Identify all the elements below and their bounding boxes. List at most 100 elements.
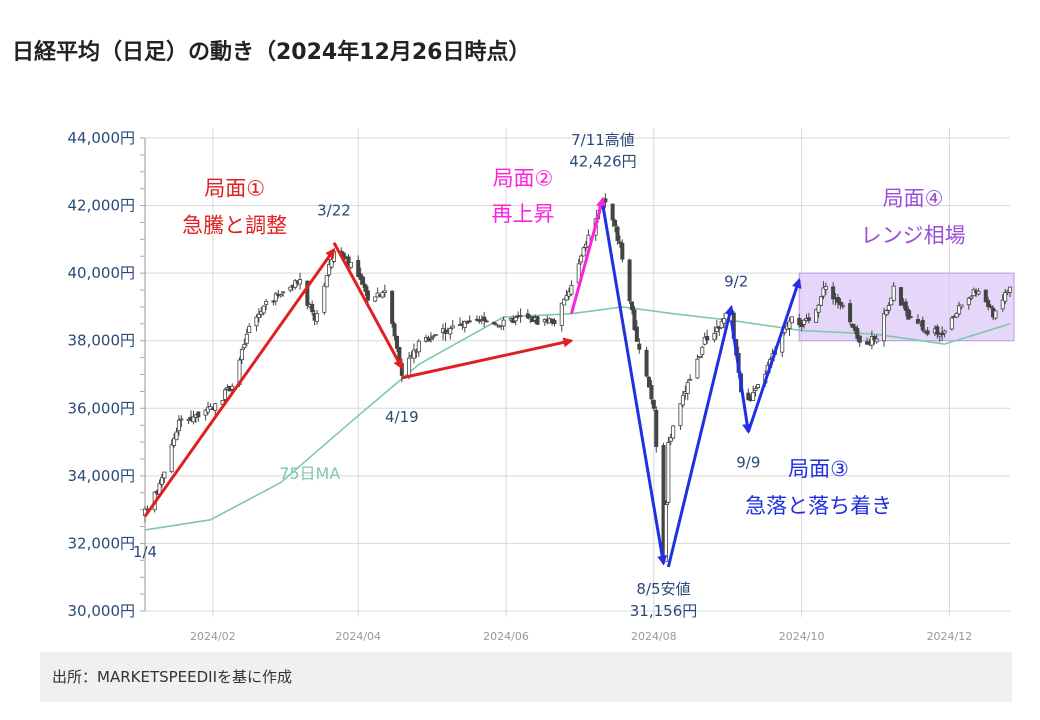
candle-body [797,317,802,326]
candle-body [562,299,567,306]
grid-layer: 44,000円 42,000円 40,000円 38,000円 36,000円 34,00… [68,128,1010,643]
candle-body [855,328,860,339]
candle-body [634,326,639,342]
candle-body [281,291,286,294]
candle-body [482,316,487,321]
ma-line [144,306,1011,531]
candle-body [327,264,332,276]
candle-body [261,305,266,314]
candle-body [411,349,416,359]
arrow-layer [143,196,802,568]
candle-body [848,303,853,323]
x-tick-label: 2024/04 [335,630,381,643]
candle-body [695,358,700,379]
candle-body [324,275,329,288]
candle-body [821,287,826,297]
candle-body [559,302,564,326]
candle-body [169,444,174,473]
candle-body [751,391,756,401]
candle-body [680,395,685,406]
x-tick-label: 2024/10 [779,630,825,643]
candle-body [649,385,654,400]
candle-body [700,346,705,355]
annotation-label: 75日MA [279,464,340,483]
candle-body [705,335,710,341]
candle-body [518,315,523,317]
candle-body [392,323,397,337]
candle-body [535,316,540,325]
candle-body [363,284,368,292]
candle-body [993,310,998,319]
annotation-label: 再上昇 [491,202,554,226]
candle-body [753,388,758,391]
candle-body [501,319,506,327]
x-tick-label: 2024/08 [631,630,677,643]
candle-body [315,312,320,322]
candle-body [288,286,293,291]
candle-body [986,300,991,308]
y-tick-label: 30,000円 [68,602,136,620]
candle-body [983,289,988,303]
candle-body [898,287,903,306]
candle-body [1003,292,1008,302]
y-tick-label: 34,000円 [68,467,136,485]
trend-arrow [569,196,606,315]
candle-body [484,320,489,323]
annotation-label: 急落と落ち着き [745,494,892,518]
candle-body [787,320,792,329]
candle-body [630,301,635,311]
candle-body [954,312,959,318]
candle-body [719,321,724,329]
candle-body [467,320,472,323]
ma-layer [144,306,1011,531]
candle-body [886,305,891,311]
candle-body [579,255,584,263]
candle-body [959,304,964,308]
y-tick-label: 32,000円 [68,534,136,552]
candle-body [448,328,453,335]
annotation-label: 7/11高値 [571,131,635,149]
candle-body [244,333,249,344]
candle-body [322,285,327,313]
candle-body [356,260,361,277]
candle-body [806,317,811,321]
candle-body [474,318,479,321]
candle-body [494,323,499,326]
candle-body [889,297,894,306]
candle-body [949,317,954,330]
candle-body [697,355,702,358]
annotation-label: 局面② [493,166,554,190]
annotation-label: 3/22 [317,202,351,220]
candle-body [491,321,496,325]
candle-body [957,305,962,315]
candle-body [174,431,179,441]
candle-body [610,203,615,221]
candle-body [380,292,385,298]
annotation-label: 42,426円 [569,153,637,171]
trend-arrow [729,320,753,434]
source-note: 出所：MARKETSPEEDIIを基に作成 [40,652,1012,702]
candle-body [222,389,227,400]
candle-body [172,437,177,446]
candle-body [196,411,201,418]
candle-body [348,261,353,268]
candle-body [450,325,455,329]
x-tick-label: 2024/12 [927,630,973,643]
candle-body [230,385,235,390]
candle-body [865,341,870,345]
candle-body [908,316,913,319]
candle-body [247,325,252,333]
annotation-label: 局面③ [788,457,849,481]
label-layer: 1/4 3/22 4/19 7/11高値 42,426円 8/5安値 31,156円 9/2 9… [133,131,966,620]
candle-body [615,226,620,241]
candle-body [433,334,438,336]
candle-body [789,316,794,324]
candle-body [756,384,761,388]
candle-body [581,247,586,257]
candle-body [416,340,421,353]
candle-body [394,336,399,349]
candle-body [305,280,310,306]
annotation-label: 9/2 [724,273,748,291]
candle-body [428,337,433,340]
